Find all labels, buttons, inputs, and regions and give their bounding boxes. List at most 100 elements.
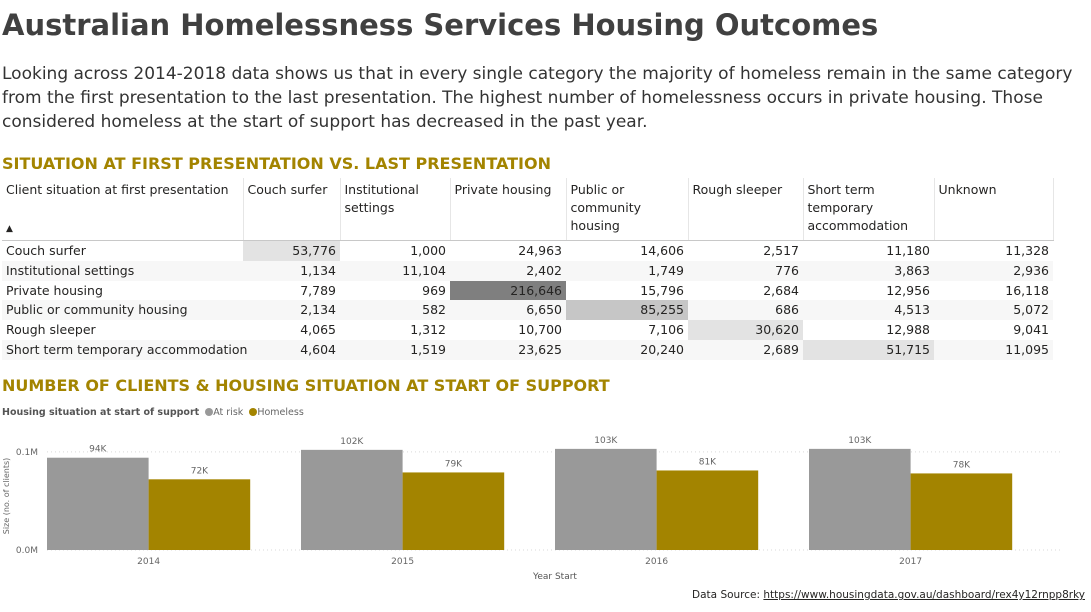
data-source-link[interactable]: https://www.housingdata.gov.au/dashboard…	[763, 589, 1085, 601]
column-header[interactable]: Institutional settings	[340, 178, 451, 241]
legend-item-homeless[interactable]: Homeless	[246, 407, 304, 418]
legend-dot-icon	[205, 408, 214, 416]
table-row[interactable]: Public or community housing 2,134 582 6,650…	[2, 300, 1053, 321]
data-source: Data Source: https://www.housingdata.gov…	[692, 589, 1085, 601]
y-tick-label: 0.1M	[16, 448, 38, 458]
table-cell: 12,956	[886, 282, 930, 298]
matrix-section-title: SITUATION AT FIRST PRESENTATION VS. LAST…	[2, 154, 551, 173]
corner-header-label: Client situation at first presentation	[6, 182, 229, 197]
table-cell: 7,106	[648, 322, 684, 338]
table-row[interactable]: Couch surfer 53,776 1,000 24,963 14,606 2,517…	[2, 240, 1053, 261]
page-title: Australian Homelessness Services Housing…	[2, 8, 879, 42]
table-cell: 7,789	[300, 282, 336, 298]
legend-item-at-risk[interactable]: At risk	[202, 407, 243, 418]
table-cell: 11,328	[1005, 243, 1049, 258]
data-label: 72K	[191, 466, 209, 476]
table-cell: 9,041	[1013, 322, 1049, 338]
table-cell: 1,000	[410, 243, 446, 258]
table-cell: 15,796	[640, 282, 684, 298]
table-cell: 11,180	[886, 243, 930, 258]
table-row[interactable]: Rough sleeper 4,065 1,312 10,700 7,106 30,620…	[2, 320, 1053, 340]
table-cell: 2,684	[763, 282, 799, 298]
chart-section-title: NUMBER OF CLIENTS & HOUSING SITUATION AT…	[2, 376, 610, 395]
row-header: Institutional settings	[2, 260, 243, 281]
chart-legend: Housing situation at start of support At…	[2, 407, 304, 418]
y-axis-title: Size (no. of clients)	[2, 458, 11, 535]
y-tick-label: 0.0M	[16, 546, 38, 556]
table-cell: 2,134	[243, 300, 340, 321]
bar-homeless	[910, 473, 1013, 550]
row-header: Public or community housing	[2, 300, 243, 321]
legend-title: Housing situation at start of support	[2, 407, 200, 418]
column-header[interactable]: Private housing	[450, 178, 567, 241]
table-cell: 6,650	[450, 300, 566, 321]
table-cell: 16,118	[1005, 282, 1049, 298]
table-cell: 5,072	[934, 300, 1053, 321]
column-header[interactable]: Rough sleeper	[688, 178, 804, 241]
column-header[interactable]: Unknown	[934, 178, 1054, 241]
table-cell: 1,134	[243, 260, 340, 281]
data-label: 78K	[953, 460, 971, 470]
column-header[interactable]: Public or community housing	[566, 178, 689, 241]
table-row[interactable]: Short term temporary accommodation 4,604 1…	[2, 339, 1053, 360]
table-cell: 20,240	[566, 339, 688, 360]
data-label: 103K	[848, 436, 872, 446]
data-label: 79K	[445, 459, 463, 469]
data-label: 103K	[594, 436, 618, 446]
table-cell: 14,606	[640, 243, 684, 258]
bar-at-risk	[301, 449, 403, 550]
table-cell: 2,936	[934, 260, 1053, 281]
table-cell: 11,104	[340, 260, 450, 281]
table-cell: 4,513	[803, 300, 934, 321]
data-label: 94K	[89, 445, 107, 455]
table-cell: 3,863	[803, 260, 934, 281]
table-cell: 1,749	[566, 260, 688, 281]
table-cell: 24,963	[518, 243, 562, 258]
row-header: Rough sleeper	[6, 322, 96, 338]
table-cell: 53,776	[243, 240, 340, 261]
sort-ascending-icon[interactable]: ▲	[6, 224, 13, 234]
legend-label: Homeless	[257, 407, 304, 418]
table-cell: 686	[688, 300, 803, 321]
table-cell: 4,604	[243, 339, 340, 360]
x-axis-title: Year Start	[532, 572, 577, 582]
column-header[interactable]: Couch surfer	[243, 178, 341, 241]
table-cell: 85,255	[566, 300, 688, 321]
table-cell: 12,988	[886, 322, 930, 338]
table-cell: 10,700	[518, 322, 562, 338]
table-cell: 582	[340, 300, 450, 321]
table-cell: 1,519	[340, 339, 450, 360]
data-label: 81K	[699, 457, 717, 467]
table-cell: 2,402	[450, 260, 566, 281]
x-tick-label: 2015	[391, 557, 414, 567]
table-cell: 11,095	[934, 339, 1053, 360]
table-cell: 2,689	[688, 339, 803, 360]
table-cell: 30,620	[688, 320, 803, 340]
bar-homeless	[656, 470, 759, 550]
x-tick-label: 2017	[899, 557, 922, 567]
bar-at-risk	[555, 448, 657, 550]
table-cell: 51,715	[803, 339, 934, 360]
x-tick-label: 2014	[137, 557, 160, 567]
bar-at-risk	[47, 457, 149, 550]
table-row[interactable]: Institutional settings 1,134 11,104 2,402 1,…	[2, 260, 1053, 281]
table-cell: 1,312	[410, 322, 446, 338]
clients-bar-chart: 0.0M 0.1M Size (no. of clients) 94K 72K 2014 1…	[2, 436, 1063, 582]
matrix-corner-header[interactable]: Client situation at first presentation ▲	[2, 178, 244, 241]
table-cell: 969	[422, 282, 446, 298]
table-cell: 776	[688, 260, 803, 281]
table-row[interactable]: Private housing 7,789 969 216,646 15,796 2,68…	[2, 280, 1053, 301]
row-header: Private housing	[6, 282, 103, 298]
x-tick-label: 2016	[645, 557, 668, 567]
table-cell: 2,517	[763, 243, 799, 258]
bar-at-risk	[809, 448, 911, 550]
column-header[interactable]: Short term temporary accommodation	[803, 178, 935, 241]
row-header: Short term temporary accommodation	[2, 339, 247, 360]
table-cell: 4,065	[300, 322, 336, 338]
legend-dot-icon	[249, 408, 258, 416]
row-header: Couch surfer	[6, 243, 86, 258]
page-description: Looking across 2014-2018 data shows us t…	[2, 64, 1073, 132]
table-cell: 216,646	[450, 280, 566, 301]
data-source-label: Data Source:	[692, 589, 764, 601]
legend-label: At risk	[213, 407, 244, 418]
